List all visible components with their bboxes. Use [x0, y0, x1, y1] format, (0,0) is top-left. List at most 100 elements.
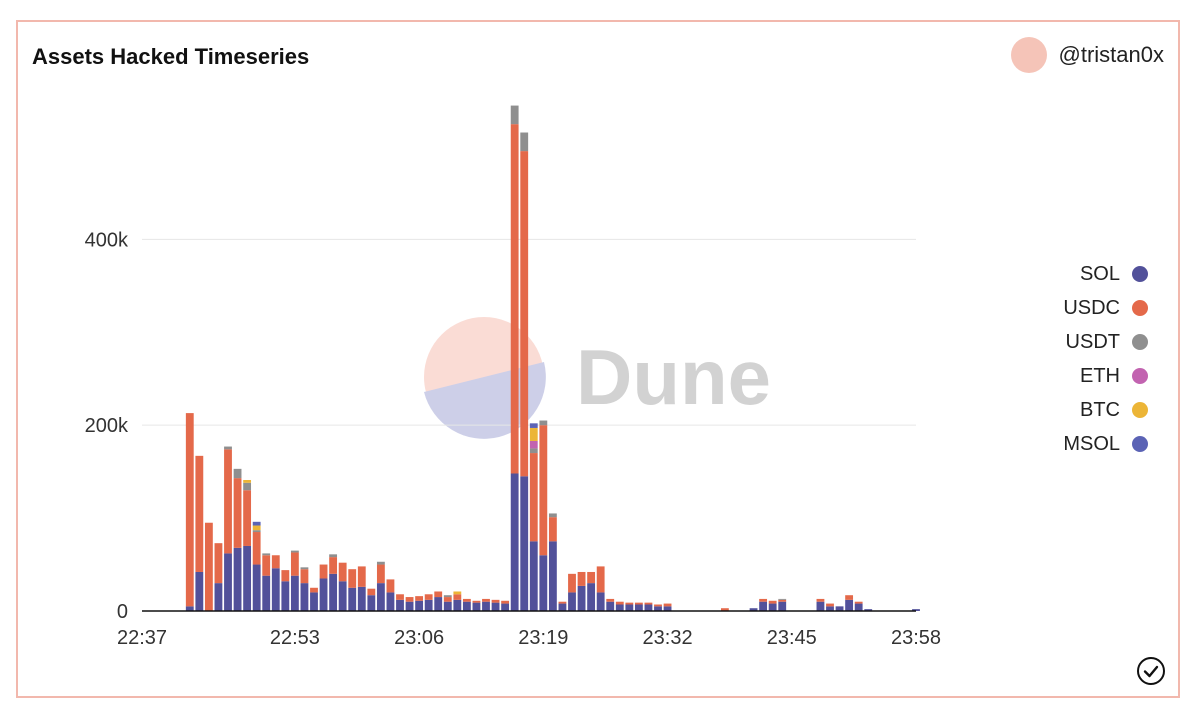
- bar-segment-sol[interactable]: [338, 581, 347, 611]
- bar-segment-sol[interactable]: [271, 568, 280, 611]
- bar-segment-usdc[interactable]: [262, 555, 271, 576]
- bar-segment-usdc[interactable]: [415, 596, 424, 601]
- bar-segment-usdc[interactable]: [520, 151, 529, 477]
- bar-segment-sol[interactable]: [654, 606, 662, 611]
- bar-segment-usdt[interactable]: [376, 561, 385, 565]
- bar-segment-sol[interactable]: [233, 547, 242, 611]
- bar-segment-sol[interactable]: [472, 602, 481, 611]
- bar-segment-sol[interactable]: [520, 476, 529, 611]
- bar-segment-usdt[interactable]: [243, 482, 252, 491]
- bar-segment-usdc[interactable]: [778, 599, 787, 602]
- bar-segment-usdc[interactable]: [405, 597, 414, 602]
- bar-segment-usdc[interactable]: [577, 571, 586, 586]
- bar-segment-usdc[interactable]: [271, 555, 280, 569]
- bar-segment-sol[interactable]: [596, 592, 605, 611]
- bar-segment-sol[interactable]: [185, 606, 194, 611]
- bar-segment-usdc[interactable]: [367, 588, 376, 596]
- legend-item-usdc[interactable]: USDC: [1063, 296, 1148, 320]
- bar-segment-usdc[interactable]: [615, 601, 624, 605]
- bar-segment-sol[interactable]: [510, 473, 519, 611]
- bar-segment-usdc[interactable]: [634, 602, 643, 605]
- bar-segment-sol[interactable]: [415, 600, 424, 611]
- bar-segment-sol[interactable]: [300, 583, 309, 611]
- bar-segment-usdc[interactable]: [491, 599, 500, 603]
- bar-segment-sol[interactable]: [491, 602, 500, 611]
- bar-segment-sol[interactable]: [568, 592, 576, 611]
- legend-item-msol[interactable]: MSOL: [1063, 432, 1148, 456]
- bar-segment-sol[interactable]: [644, 604, 653, 611]
- bar-segment-usdc[interactable]: [319, 564, 328, 579]
- bar-segment-usdc[interactable]: [348, 569, 357, 588]
- bar-segment-usdc[interactable]: [310, 587, 318, 593]
- bar-segment-sol[interactable]: [778, 601, 787, 611]
- bar-segment-sol[interactable]: [376, 583, 385, 611]
- legend-item-btc[interactable]: BTC: [1063, 398, 1148, 422]
- bar-segment-btc[interactable]: [252, 525, 261, 531]
- bar-segment-sol[interactable]: [826, 606, 834, 611]
- author-badge[interactable]: @tristan0x: [1010, 37, 1164, 73]
- bar-segment-usdc[interactable]: [214, 543, 223, 584]
- bar-segment-sol[interactable]: [357, 586, 366, 611]
- bar-segment-sol[interactable]: [577, 585, 586, 611]
- legend-item-sol[interactable]: SOL: [1063, 262, 1148, 286]
- bar-segment-usdc[interactable]: [204, 522, 213, 611]
- bar-segment-usdt[interactable]: [443, 595, 452, 598]
- bar-segment-sol[interactable]: [462, 601, 471, 611]
- bar-segment-sol[interactable]: [768, 603, 777, 611]
- bar-segment-sol[interactable]: [482, 601, 490, 611]
- bar-segment-sol[interactable]: [386, 592, 395, 611]
- bar-segment-sol[interactable]: [615, 604, 624, 611]
- bar-segment-sol[interactable]: [319, 578, 328, 611]
- bar-segment-usdc[interactable]: [587, 571, 596, 584]
- legend-item-eth[interactable]: ETH: [1063, 364, 1148, 388]
- bar-segment-usdc[interactable]: [568, 573, 576, 593]
- bar-segment-sol[interactable]: [558, 603, 567, 611]
- bar-segment-sol[interactable]: [548, 541, 557, 611]
- bar-segment-usdc[interactable]: [654, 604, 662, 607]
- bar-segment-usdc[interactable]: [424, 594, 433, 600]
- bar-segment-usdc[interactable]: [816, 598, 825, 602]
- bar-segment-btc[interactable]: [529, 427, 538, 441]
- bar-segment-usdc[interactable]: [185, 413, 194, 607]
- bar-segment-sol[interactable]: [606, 601, 615, 611]
- bar-segment-usdc[interactable]: [357, 566, 366, 587]
- bar-segment-sol[interactable]: [281, 581, 290, 611]
- bar-segment-usdc[interactable]: [826, 603, 834, 607]
- bar-segment-btc[interactable]: [243, 479, 252, 483]
- bar-segment-sol[interactable]: [396, 599, 404, 611]
- bar-segment-usdc[interactable]: [558, 601, 567, 604]
- bar-segment-sol[interactable]: [195, 571, 204, 611]
- bar-segment-usdc[interactable]: [663, 603, 672, 607]
- bar-segment-usdc[interactable]: [443, 597, 452, 602]
- bar-segment-usdt[interactable]: [300, 567, 309, 570]
- bar-segment-usdc[interactable]: [300, 569, 309, 584]
- legend-item-usdt[interactable]: USDT: [1063, 330, 1148, 354]
- bar-segment-sol[interactable]: [329, 573, 338, 611]
- bar-segment-usdc[interactable]: [290, 552, 299, 576]
- bar-segment-sol[interactable]: [434, 597, 443, 611]
- bar-segment-usdc[interactable]: [510, 124, 519, 474]
- bar-segment-sol[interactable]: [759, 601, 768, 611]
- bar-segment-sol[interactable]: [912, 609, 920, 611]
- bar-segment-msol[interactable]: [529, 423, 538, 428]
- bar-segment-usdc[interactable]: [482, 598, 490, 602]
- bar-segment-sol[interactable]: [243, 545, 252, 611]
- bar-segment-sol[interactable]: [749, 608, 758, 611]
- bar-segment-usdt[interactable]: [520, 132, 529, 152]
- bar-segment-usdc[interactable]: [224, 449, 232, 554]
- bar-segment-sol[interactable]: [663, 606, 672, 611]
- bar-segment-msol[interactable]: [252, 521, 261, 526]
- bar-segment-usdc[interactable]: [606, 598, 615, 602]
- bar-segment-sol[interactable]: [214, 583, 223, 611]
- bar-segment-sol[interactable]: [453, 599, 462, 611]
- bar-segment-usdc[interactable]: [281, 570, 290, 582]
- bar-segment-usdc[interactable]: [338, 562, 347, 582]
- bar-segment-usdc[interactable]: [453, 594, 462, 600]
- bar-segment-usdt[interactable]: [539, 420, 548, 426]
- bar-segment-sol[interactable]: [634, 604, 643, 611]
- check-circle-icon[interactable]: [1136, 656, 1166, 686]
- bar-segment-usdt[interactable]: [233, 468, 242, 479]
- bar-segment-eth[interactable]: [529, 440, 538, 449]
- bar-segment-usdc[interactable]: [845, 595, 854, 600]
- bar-segment-usdc[interactable]: [462, 598, 471, 602]
